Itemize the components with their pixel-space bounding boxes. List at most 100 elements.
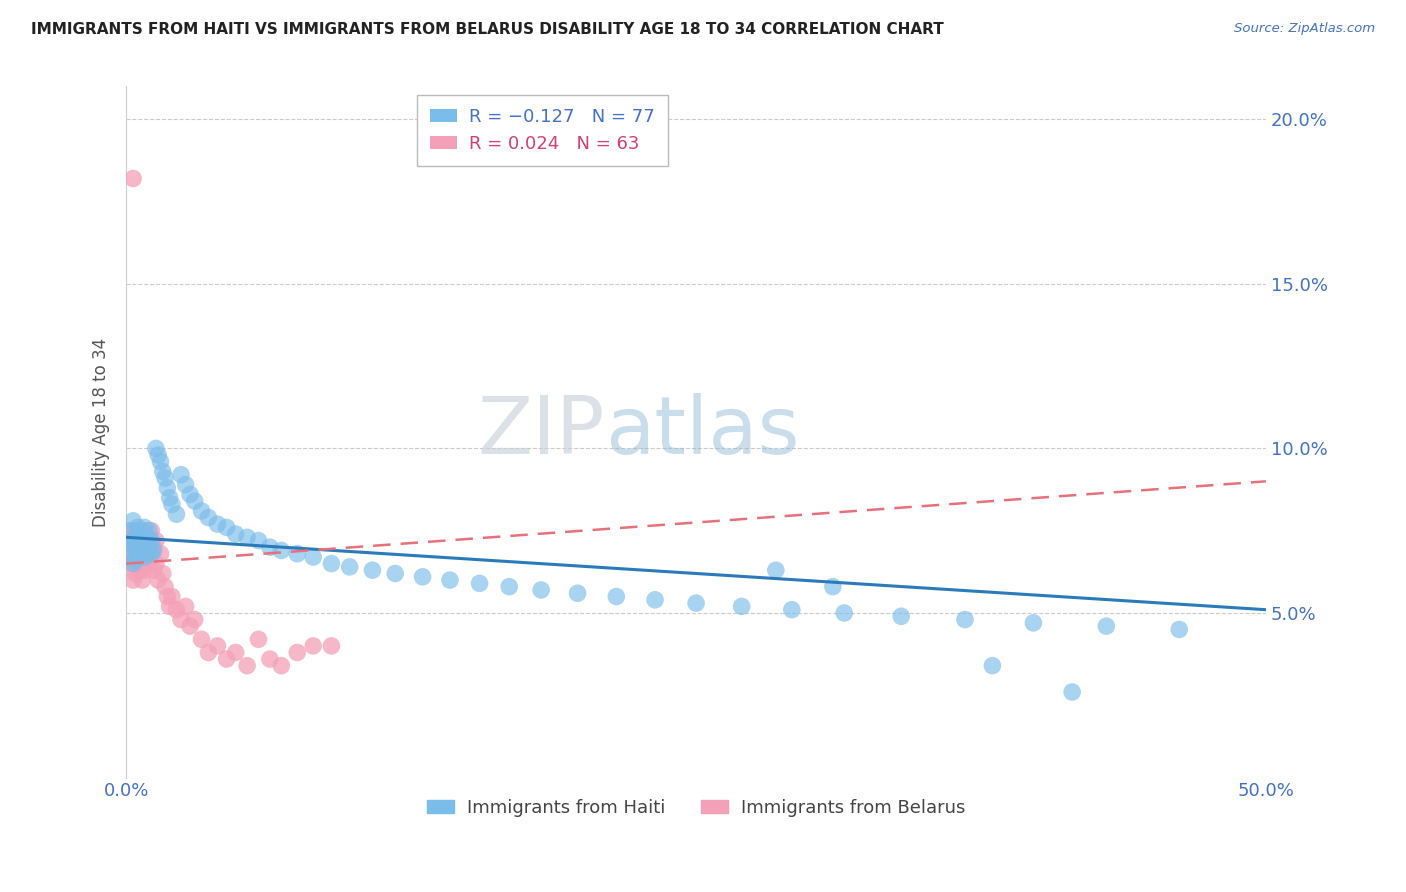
Point xyxy=(135,540,157,554)
Point xyxy=(129,537,152,551)
Point xyxy=(165,508,187,522)
Point xyxy=(953,613,976,627)
Point xyxy=(135,530,157,544)
Point xyxy=(215,520,238,534)
Point xyxy=(135,553,157,567)
Point xyxy=(1095,619,1118,633)
Point xyxy=(131,533,153,548)
Point xyxy=(207,639,229,653)
Point xyxy=(183,494,205,508)
Point xyxy=(159,491,181,505)
Point xyxy=(134,537,156,551)
Point xyxy=(439,573,461,587)
Point xyxy=(117,533,139,548)
Point xyxy=(124,524,146,538)
Point xyxy=(153,471,176,485)
Point xyxy=(567,586,589,600)
Point xyxy=(149,547,172,561)
Point xyxy=(122,171,145,186)
Point xyxy=(135,547,157,561)
Point xyxy=(156,481,179,495)
Point xyxy=(127,533,149,548)
Point xyxy=(129,540,152,554)
Point xyxy=(197,645,219,659)
Point xyxy=(129,547,152,561)
Point xyxy=(170,613,193,627)
Point xyxy=(530,582,553,597)
Point xyxy=(832,606,855,620)
Point xyxy=(225,527,247,541)
Y-axis label: Disability Age 18 to 34: Disability Age 18 to 34 xyxy=(93,337,110,526)
Point xyxy=(141,547,163,561)
Point xyxy=(142,543,165,558)
Point xyxy=(129,530,152,544)
Point xyxy=(731,599,754,614)
Point xyxy=(120,524,142,538)
Point xyxy=(153,580,176,594)
Point xyxy=(821,580,844,594)
Point xyxy=(981,658,1004,673)
Point xyxy=(174,477,197,491)
Point xyxy=(141,524,163,538)
Point xyxy=(122,530,145,544)
Point xyxy=(134,549,156,564)
Point xyxy=(134,524,156,538)
Point xyxy=(142,540,165,554)
Point xyxy=(131,547,153,561)
Point xyxy=(215,652,238,666)
Point xyxy=(247,632,270,647)
Point xyxy=(152,465,174,479)
Point xyxy=(141,547,163,561)
Point xyxy=(644,592,666,607)
Point xyxy=(135,530,157,544)
Point xyxy=(120,547,142,561)
Point xyxy=(236,658,259,673)
Point xyxy=(302,549,325,564)
Point xyxy=(131,573,153,587)
Point xyxy=(122,540,145,554)
Point xyxy=(124,540,146,554)
Point xyxy=(259,652,281,666)
Point xyxy=(124,530,146,544)
Point xyxy=(127,557,149,571)
Point xyxy=(127,547,149,561)
Point xyxy=(127,543,149,558)
Point xyxy=(117,547,139,561)
Point xyxy=(1022,615,1045,630)
Point xyxy=(122,533,145,548)
Text: atlas: atlas xyxy=(605,393,799,471)
Point xyxy=(197,510,219,524)
Point xyxy=(780,603,803,617)
Point xyxy=(124,540,146,554)
Point xyxy=(122,514,145,528)
Point xyxy=(129,563,152,577)
Point xyxy=(134,520,156,534)
Point xyxy=(145,557,167,571)
Point xyxy=(361,563,384,577)
Point xyxy=(160,497,183,511)
Point xyxy=(138,547,160,561)
Point xyxy=(131,543,153,558)
Point xyxy=(685,596,707,610)
Text: IMMIGRANTS FROM HAITI VS IMMIGRANTS FROM BELARUS DISABILITY AGE 18 TO 34 CORRELA: IMMIGRANTS FROM HAITI VS IMMIGRANTS FROM… xyxy=(31,22,943,37)
Point xyxy=(160,590,183,604)
Point xyxy=(183,613,205,627)
Point xyxy=(605,590,627,604)
Point xyxy=(120,524,142,538)
Point xyxy=(179,487,201,501)
Point xyxy=(498,580,520,594)
Point xyxy=(765,563,787,577)
Point xyxy=(339,560,361,574)
Point xyxy=(412,570,434,584)
Point xyxy=(124,547,146,561)
Point xyxy=(270,543,292,558)
Point xyxy=(236,530,259,544)
Text: ZIP: ZIP xyxy=(478,393,605,471)
Point xyxy=(174,599,197,614)
Point xyxy=(148,573,170,587)
Point xyxy=(142,563,165,577)
Point xyxy=(247,533,270,548)
Point xyxy=(129,533,152,548)
Point xyxy=(145,533,167,548)
Point xyxy=(165,603,187,617)
